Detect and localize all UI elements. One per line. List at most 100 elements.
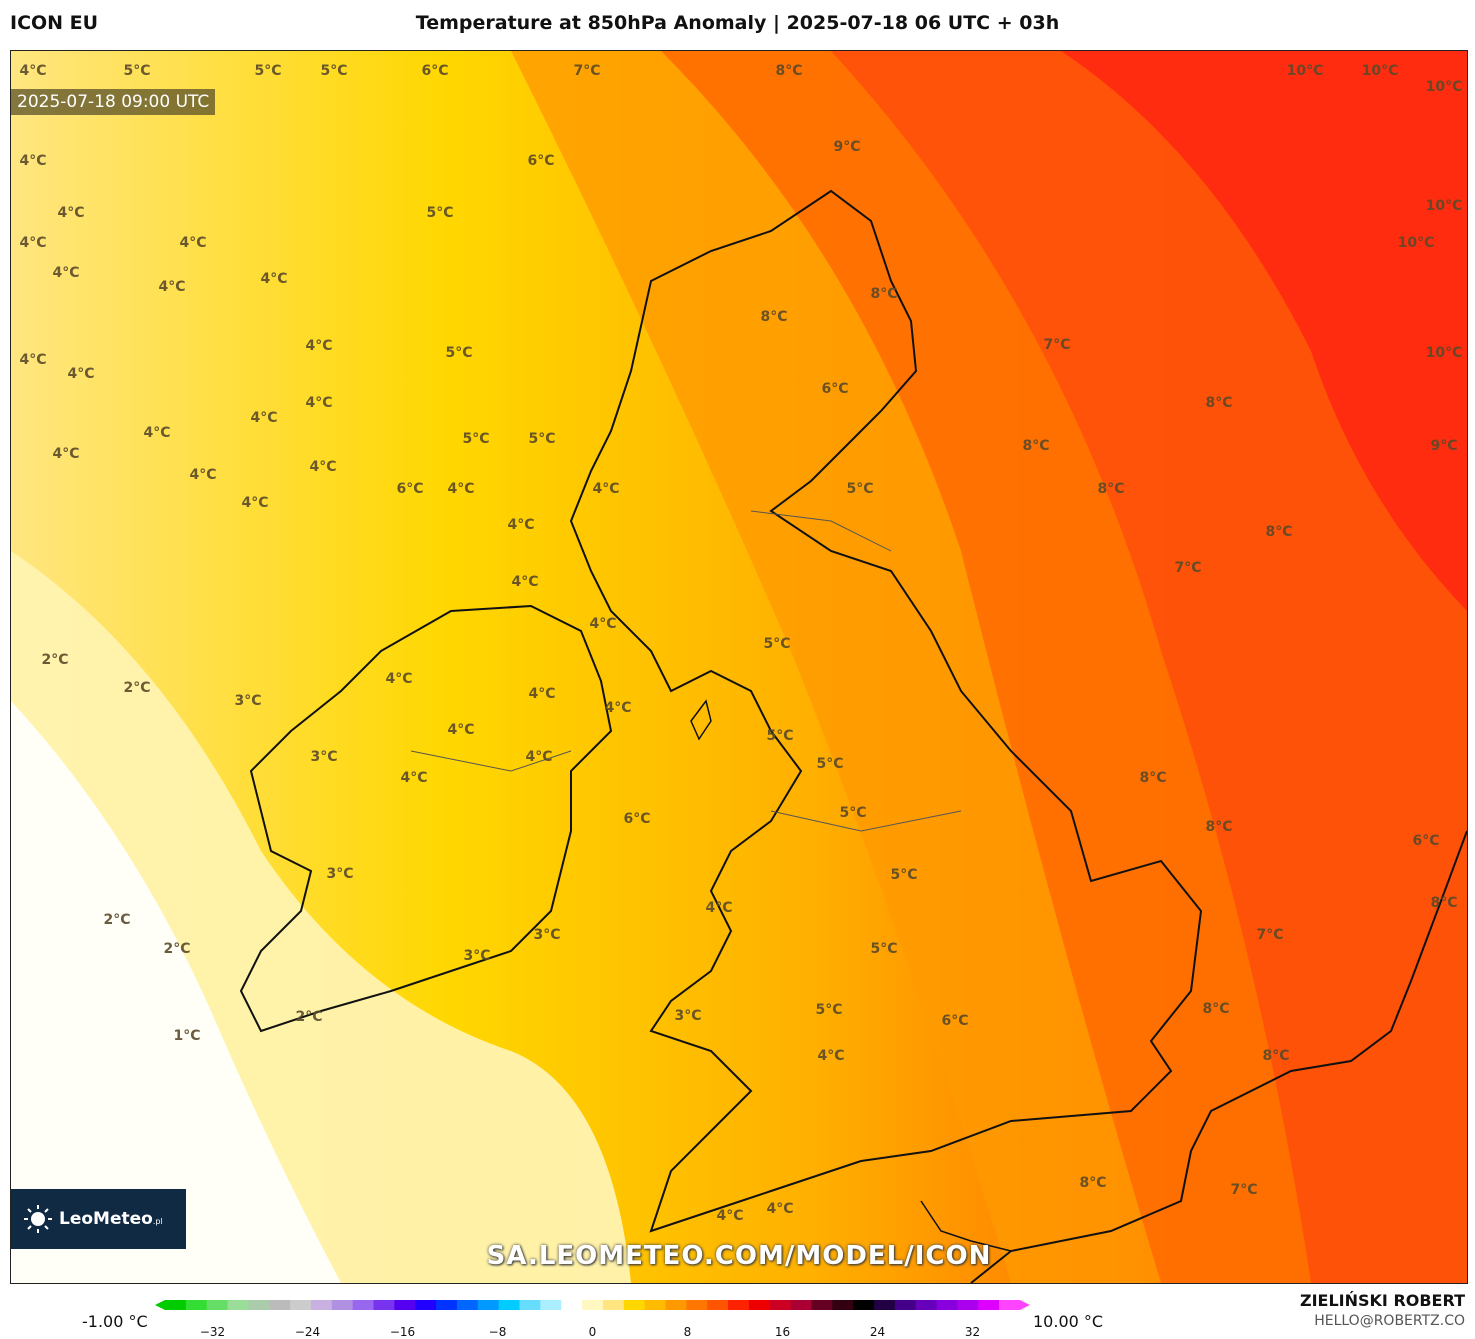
colorbar-min-arrow <box>155 1300 165 1310</box>
colorbar-segment <box>894 1300 917 1310</box>
temperature-label: 4°C <box>57 205 85 221</box>
temperature-label: 4°C <box>52 446 80 462</box>
temperature-label: 5°C <box>870 941 898 957</box>
colorbar-segment <box>498 1300 521 1310</box>
temperature-label: 4°C <box>305 395 333 411</box>
temperature-label: 4°C <box>241 495 269 511</box>
colorbar <box>155 1300 1030 1310</box>
temperature-label: 4°C <box>19 63 47 79</box>
colorbar-segment <box>769 1300 792 1310</box>
temperature-label: 5°C <box>462 431 490 447</box>
colorbar-segment <box>310 1300 333 1310</box>
valid-time-badge: 2025-07-18 09:00 UTC <box>11 89 216 115</box>
colorbar-segment <box>290 1300 312 1310</box>
temperature-label: 4°C <box>705 900 733 916</box>
temperature-label: 5°C <box>426 205 454 221</box>
temperature-label: 10°C <box>1286 63 1324 79</box>
temperature-label: 5°C <box>445 345 473 361</box>
colorbar-segment <box>540 1300 562 1310</box>
colorbar-segment <box>707 1300 729 1310</box>
temperature-label: 1°C <box>173 1028 201 1044</box>
temperature-label: 3°C <box>234 693 262 709</box>
colorbar-tick-label: −24 <box>294 1325 321 1339</box>
colorbar-segment <box>748 1300 771 1310</box>
temperature-label: 4°C <box>52 265 80 281</box>
chart-title: Temperature at 850hPa Anomaly | 2025-07-… <box>415 12 1060 34</box>
temperature-label: 4°C <box>766 1201 794 1217</box>
temperature-label: 4°C <box>158 279 186 295</box>
colorbar-segment <box>415 1300 437 1310</box>
colorbar-segment <box>331 1300 354 1310</box>
temperature-label: 10°C <box>1397 235 1435 251</box>
colorbar-segment <box>185 1300 208 1310</box>
colorbar-segment <box>915 1300 938 1310</box>
colorbar-segment <box>790 1300 812 1310</box>
colorbar-max-arrow <box>1020 1300 1030 1310</box>
author-email: HELLO@ROBERTZ.CO <box>1314 1313 1465 1329</box>
colorbar-tick-label: 0 <box>588 1325 597 1339</box>
colorbar-tick-label: −16 <box>389 1325 416 1339</box>
temperature-label: 4°C <box>716 1208 744 1224</box>
author-credit: ZIELIŃSKI ROBERT <box>1299 1291 1465 1310</box>
temperature-field <box>11 51 1467 1283</box>
logo-wordmark: LeoMeteo.pl <box>59 1209 163 1229</box>
temperature-label: 6°C <box>396 481 424 497</box>
temperature-label: 8°C <box>1202 1001 1230 1017</box>
temperature-label: 8°C <box>1079 1175 1107 1191</box>
temperature-label: 2°C <box>103 912 131 928</box>
temperature-label: 8°C <box>1022 438 1050 454</box>
temperature-label: 4°C <box>447 481 475 497</box>
temperature-label: 8°C <box>1097 481 1125 497</box>
colorbar-segment <box>477 1300 500 1310</box>
temperature-label: 5°C <box>846 481 874 497</box>
temperature-label: 4°C <box>589 616 617 632</box>
colorbar-segment <box>811 1300 833 1310</box>
temperature-label: 7°C <box>1174 560 1202 576</box>
temperature-label: 4°C <box>447 722 475 738</box>
temperature-label: 4°C <box>305 338 333 354</box>
temperature-label: 4°C <box>525 749 553 765</box>
colorbar-segment <box>519 1300 541 1310</box>
colorbar-segment <box>582 1300 604 1310</box>
temperature-label: 5°C <box>528 431 556 447</box>
temperature-label: 8°C <box>775 63 803 79</box>
temperature-label: 5°C <box>890 867 918 883</box>
temperature-label: 8°C <box>1265 524 1293 540</box>
colorbar-segment <box>248 1300 270 1310</box>
colorbar-segment <box>644 1300 666 1310</box>
temperature-label: 5°C <box>766 728 794 744</box>
temperature-label: 4°C <box>67 366 95 382</box>
sun-icon <box>24 1205 52 1233</box>
temperature-label: 4°C <box>592 481 620 497</box>
temperature-label: 2°C <box>123 680 151 696</box>
temperature-label: 8°C <box>1430 895 1458 911</box>
temperature-label: 6°C <box>623 811 651 827</box>
colorbar-segment <box>436 1300 458 1310</box>
temperature-label: 3°C <box>463 948 491 964</box>
map-panel: 2025-07-18 09:00 UTC 4°C 5°C 5°C 5°C 6°C 7°C 8… <box>10 50 1468 1284</box>
colorbar-segment <box>874 1300 896 1310</box>
colorbar-segment <box>999 1300 1021 1310</box>
colorbar-segment <box>561 1300 583 1310</box>
leometeo-logo: LeoMeteo.pl <box>11 1189 186 1249</box>
colorbar-segment <box>394 1300 416 1310</box>
temperature-label: 7°C <box>1256 927 1284 943</box>
temperature-label: 4°C <box>400 770 428 786</box>
colorbar-segment <box>936 1300 958 1310</box>
temperature-label: 3°C <box>674 1008 702 1024</box>
temperature-label: 3°C <box>326 866 354 882</box>
temperature-label: 4°C <box>260 271 288 287</box>
colorbar-segment <box>456 1300 479 1310</box>
temperature-label: 4°C <box>511 574 539 590</box>
colorbar-segment <box>978 1300 1000 1310</box>
colorbar-segment <box>623 1300 646 1310</box>
colorbar-segment <box>728 1300 750 1310</box>
temperature-label: 2°C <box>163 941 191 957</box>
temperature-label: 4°C <box>309 459 337 475</box>
temperature-label: 3°C <box>310 749 338 765</box>
temperature-label: 7°C <box>573 63 601 79</box>
temperature-label: 10°C <box>1425 345 1463 361</box>
temperature-label: 4°C <box>604 700 632 716</box>
temperature-label: 7°C <box>1043 337 1071 353</box>
temperature-label: 4°C <box>189 467 217 483</box>
